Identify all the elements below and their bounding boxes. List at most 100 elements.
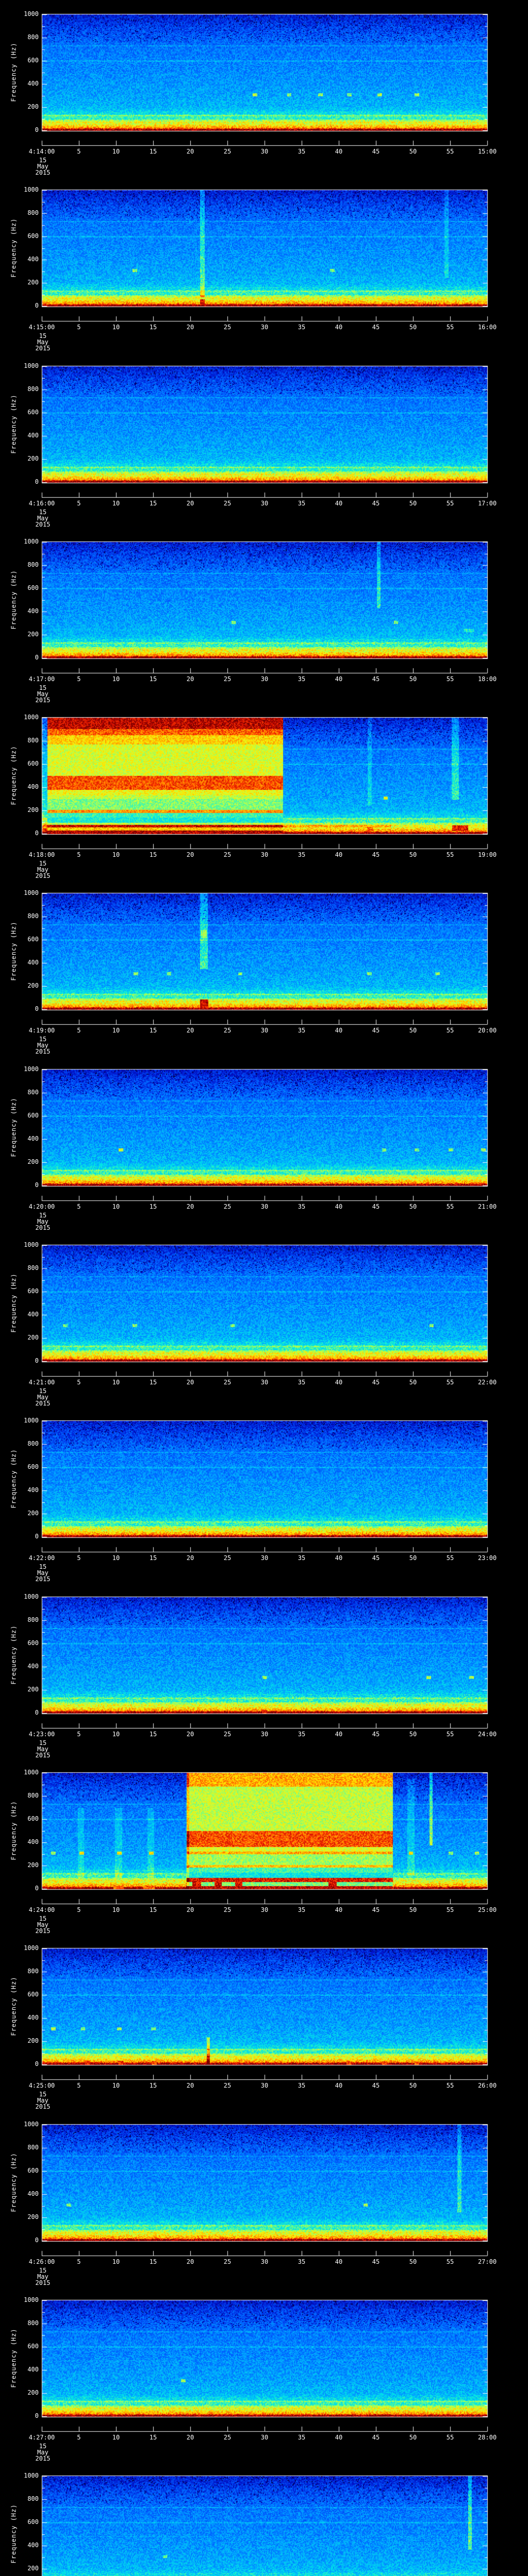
y-tick-label: 0: [35, 1357, 39, 1365]
y-tick-label: 1000: [24, 537, 39, 545]
y-tick-label: 200: [27, 454, 39, 462]
spectrogram-panel: Frequency (Hz) 1000 800 600 400 200 0 4:…: [0, 1758, 528, 1934]
x-tick-label: 20: [186, 148, 194, 155]
date-year-label: 2015: [35, 1927, 51, 1935]
x-tick-label: 35: [298, 1027, 306, 1035]
x-tick-label: 55: [446, 2258, 454, 2265]
y-tick-label: 0: [35, 653, 39, 661]
y-tick-label: 200: [27, 1158, 39, 1165]
x-tick-label: 30: [260, 1906, 269, 1913]
spectrogram-image: [0, 2462, 528, 2576]
y-tick-label: 0: [35, 1708, 39, 1716]
y-tick-label: 600: [27, 936, 39, 943]
y-tick-label: 200: [27, 1510, 39, 1517]
x-axis-end-time: 24:00: [477, 1730, 497, 1738]
y-tick-label: 600: [27, 1111, 39, 1119]
x-tick-label: 15: [149, 1379, 157, 1386]
x-axis-end-time: 15:00: [477, 148, 497, 155]
x-tick-label: 40: [335, 1379, 343, 1386]
x-tick-label: 10: [112, 1027, 120, 1035]
spectrogram-panel: Frequency (Hz) 1000 800 600 400 200 0 4:…: [0, 879, 528, 1055]
y-axis-title: Frequency (Hz): [10, 1449, 18, 1509]
spectrogram-panel: Frequency (Hz) 1000 800 600 400 200 0 4:…: [0, 2110, 528, 2286]
spectrogram-panel: Frequency (Hz) 1000 800 600 400 200 0 4:…: [0, 703, 528, 879]
x-tick-label: 40: [335, 1906, 343, 1913]
y-tick-label: 600: [27, 1287, 39, 1295]
y-tick-label: 0: [35, 1005, 39, 1013]
date-year-label: 2015: [35, 2279, 51, 2286]
y-tick-label: 200: [27, 982, 39, 990]
spectrogram-panel: Frequency (Hz) 1000 800 600 400 200 0 4:…: [0, 2285, 528, 2462]
x-tick-label: 50: [409, 851, 417, 859]
date-day-label: 15: [39, 684, 47, 691]
y-axis-title: Frequency (Hz): [10, 745, 18, 805]
y-tick-label: 800: [27, 2319, 39, 2327]
x-tick-label: 10: [112, 1379, 120, 1386]
date-day-label: 15: [39, 1914, 47, 1922]
x-tick-label: 55: [446, 2433, 454, 2441]
x-tick-label: 30: [260, 1554, 269, 1562]
x-axis-start-time: 4:15:00: [28, 324, 55, 331]
y-tick-label: 600: [27, 2518, 39, 2526]
spectrogram-image: [0, 879, 528, 1055]
date-month-label: May: [37, 1394, 48, 1401]
x-axis-end-time: 23:00: [477, 1554, 497, 1562]
x-tick-label: 40: [335, 1730, 343, 1738]
spectrogram-image: [0, 351, 528, 528]
x-tick-label: 25: [223, 1027, 232, 1035]
date-day-label: 15: [39, 1211, 47, 1219]
y-tick-label: 0: [35, 1533, 39, 1540]
y-axis-title: Frequency (Hz): [10, 1625, 18, 1685]
spectrogram-panel: Frequency (Hz) 1000 800 600 400 200 0 4:…: [0, 2462, 528, 2576]
x-tick-label: 55: [446, 148, 454, 155]
y-tick-label: 0: [35, 2060, 39, 2068]
x-tick-label: 45: [372, 2433, 380, 2441]
x-tick-label: 20: [186, 499, 194, 507]
x-axis-end-time: 25:00: [477, 1906, 497, 1913]
y-tick-label: 600: [27, 760, 39, 768]
x-tick-label: 45: [372, 324, 380, 331]
x-tick-label: 35: [298, 1202, 306, 1210]
y-tick-label: 400: [27, 607, 39, 615]
date-year-label: 2015: [35, 1751, 51, 1759]
spectrogram-panel: Frequency (Hz) 1000 800 600 400 200 0 4:…: [0, 176, 528, 352]
x-axis-start-time: 4:21:00: [28, 1379, 55, 1386]
y-tick-label: 0: [35, 2412, 39, 2419]
date-day-label: 15: [39, 2266, 47, 2274]
date-day-label: 15: [39, 1563, 47, 1571]
y-tick-label: 600: [27, 584, 39, 591]
x-tick-label: 20: [186, 1554, 194, 1562]
y-tick-label: 800: [27, 209, 39, 217]
spectrogram-image: [0, 1055, 528, 1231]
x-tick-label: 40: [335, 1202, 343, 1210]
y-tick-label: 1000: [24, 1417, 39, 1425]
y-tick-label: 400: [27, 2014, 39, 2022]
y-tick-label: 0: [35, 1181, 39, 1189]
y-tick-label: 400: [27, 783, 39, 791]
spectrogram-image: [0, 1231, 528, 1407]
date-day-label: 15: [39, 1739, 47, 1747]
spectrogram-panel: Frequency (Hz) 1000 800 600 400 200 0 4:…: [0, 1582, 528, 1759]
spectrogram-panel: Frequency (Hz) 1000 800 600 400 200 0 4:…: [0, 1055, 528, 1231]
x-tick-label: 15: [149, 1027, 157, 1035]
x-tick-label: 45: [372, 499, 380, 507]
x-tick-label: 5: [77, 2082, 81, 2090]
date-month-label: May: [37, 2273, 48, 2280]
x-tick-label: 30: [260, 2082, 269, 2090]
date-day-label: 15: [39, 157, 47, 164]
x-tick-label: 25: [223, 851, 232, 859]
x-tick-label: 50: [409, 1730, 417, 1738]
x-axis-end-time: 19:00: [477, 851, 497, 859]
x-axis-start-time: 4:18:00: [28, 851, 55, 859]
y-tick-label: 200: [27, 630, 39, 638]
date-day-label: 15: [39, 332, 47, 340]
x-axis-end-time: 27:00: [477, 2258, 497, 2265]
y-tick-label: 1000: [24, 889, 39, 897]
x-tick-label: 25: [223, 1554, 232, 1562]
y-tick-label: 400: [27, 2190, 39, 2197]
x-axis-start-time: 4:14:00: [28, 148, 55, 155]
y-tick-label: 800: [27, 1616, 39, 1623]
x-tick-label: 25: [223, 2258, 232, 2265]
date-year-label: 2015: [35, 520, 51, 528]
